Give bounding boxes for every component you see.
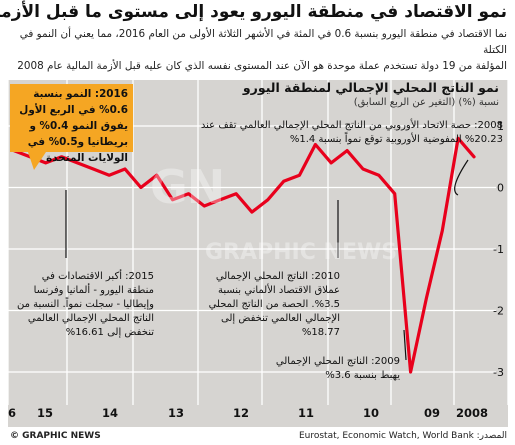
watermark-text: GRAPHIC NEWS xyxy=(205,240,398,265)
leader-2008 xyxy=(454,159,469,196)
series-line xyxy=(12,136,476,374)
callout-box xyxy=(10,84,133,152)
y-tick-label: -3 xyxy=(493,366,504,379)
x-tick-label: 11 xyxy=(298,406,314,420)
x-tick-label: 16 xyxy=(8,406,16,420)
footer-copyright: © GRAPHIC NEWS xyxy=(10,431,101,441)
callout-pointer xyxy=(28,152,46,170)
x-tick-label: 09 xyxy=(424,406,440,420)
callout-text: 2016: النمو بنسبة 0.6% في الربع الأول يف… xyxy=(19,88,128,164)
leader-2009 xyxy=(403,329,407,361)
watermark-gn: GN xyxy=(150,160,225,214)
y-tick-label: 1 xyxy=(497,120,504,133)
subtitle-line: المؤلفة من 19 دولة تستخدم عملة موحدة هو … xyxy=(17,60,507,72)
chart-title: نمو الناتج المحلي الإجمالي لمنطقة اليورو xyxy=(242,80,499,95)
chart-subtitle: نسبة (%) (التغير عن الربع السابق) xyxy=(353,97,499,108)
annotation-2009: 2009: الناتج المحلي الإجمالي يهبط بنسبة … xyxy=(275,356,400,381)
x-tick-label: 2008 xyxy=(456,406,488,420)
x-tick-label: 13 xyxy=(168,406,184,420)
y-tick-label: -2 xyxy=(493,305,504,318)
annotation-2008: 2008: حصة الاتحاد الأوروبي من الناتج الم… xyxy=(200,120,503,145)
subtitle-line: نما الاقتصاد في منطقة اليورو بنسبة 0.6 ف… xyxy=(19,28,507,56)
x-tick-label: 15 xyxy=(37,406,53,420)
x-tick-label: 12 xyxy=(233,406,249,420)
x-tick-label: 14 xyxy=(102,406,118,420)
page-subtitle: نما الاقتصاد في منطقة اليورو بنسبة 0.6 ف… xyxy=(8,26,507,74)
page-title: نمو الاقتصاد في منطقة اليورو يعود إلى مس… xyxy=(0,2,507,22)
annotation-2015: 2015: أكبر الاقتصادات في منطقة اليورو - … xyxy=(16,271,154,338)
annotation-2010: 2010: الناتج المحلي الإجمالي عملاق الاقت… xyxy=(208,271,340,338)
footer-source: المصدر: Eurostat, Economic Watch, World … xyxy=(298,431,507,441)
x-tick-label: 10 xyxy=(363,406,379,420)
y-tick-label: -1 xyxy=(493,243,504,256)
y-tick-label: 0 xyxy=(497,182,504,195)
